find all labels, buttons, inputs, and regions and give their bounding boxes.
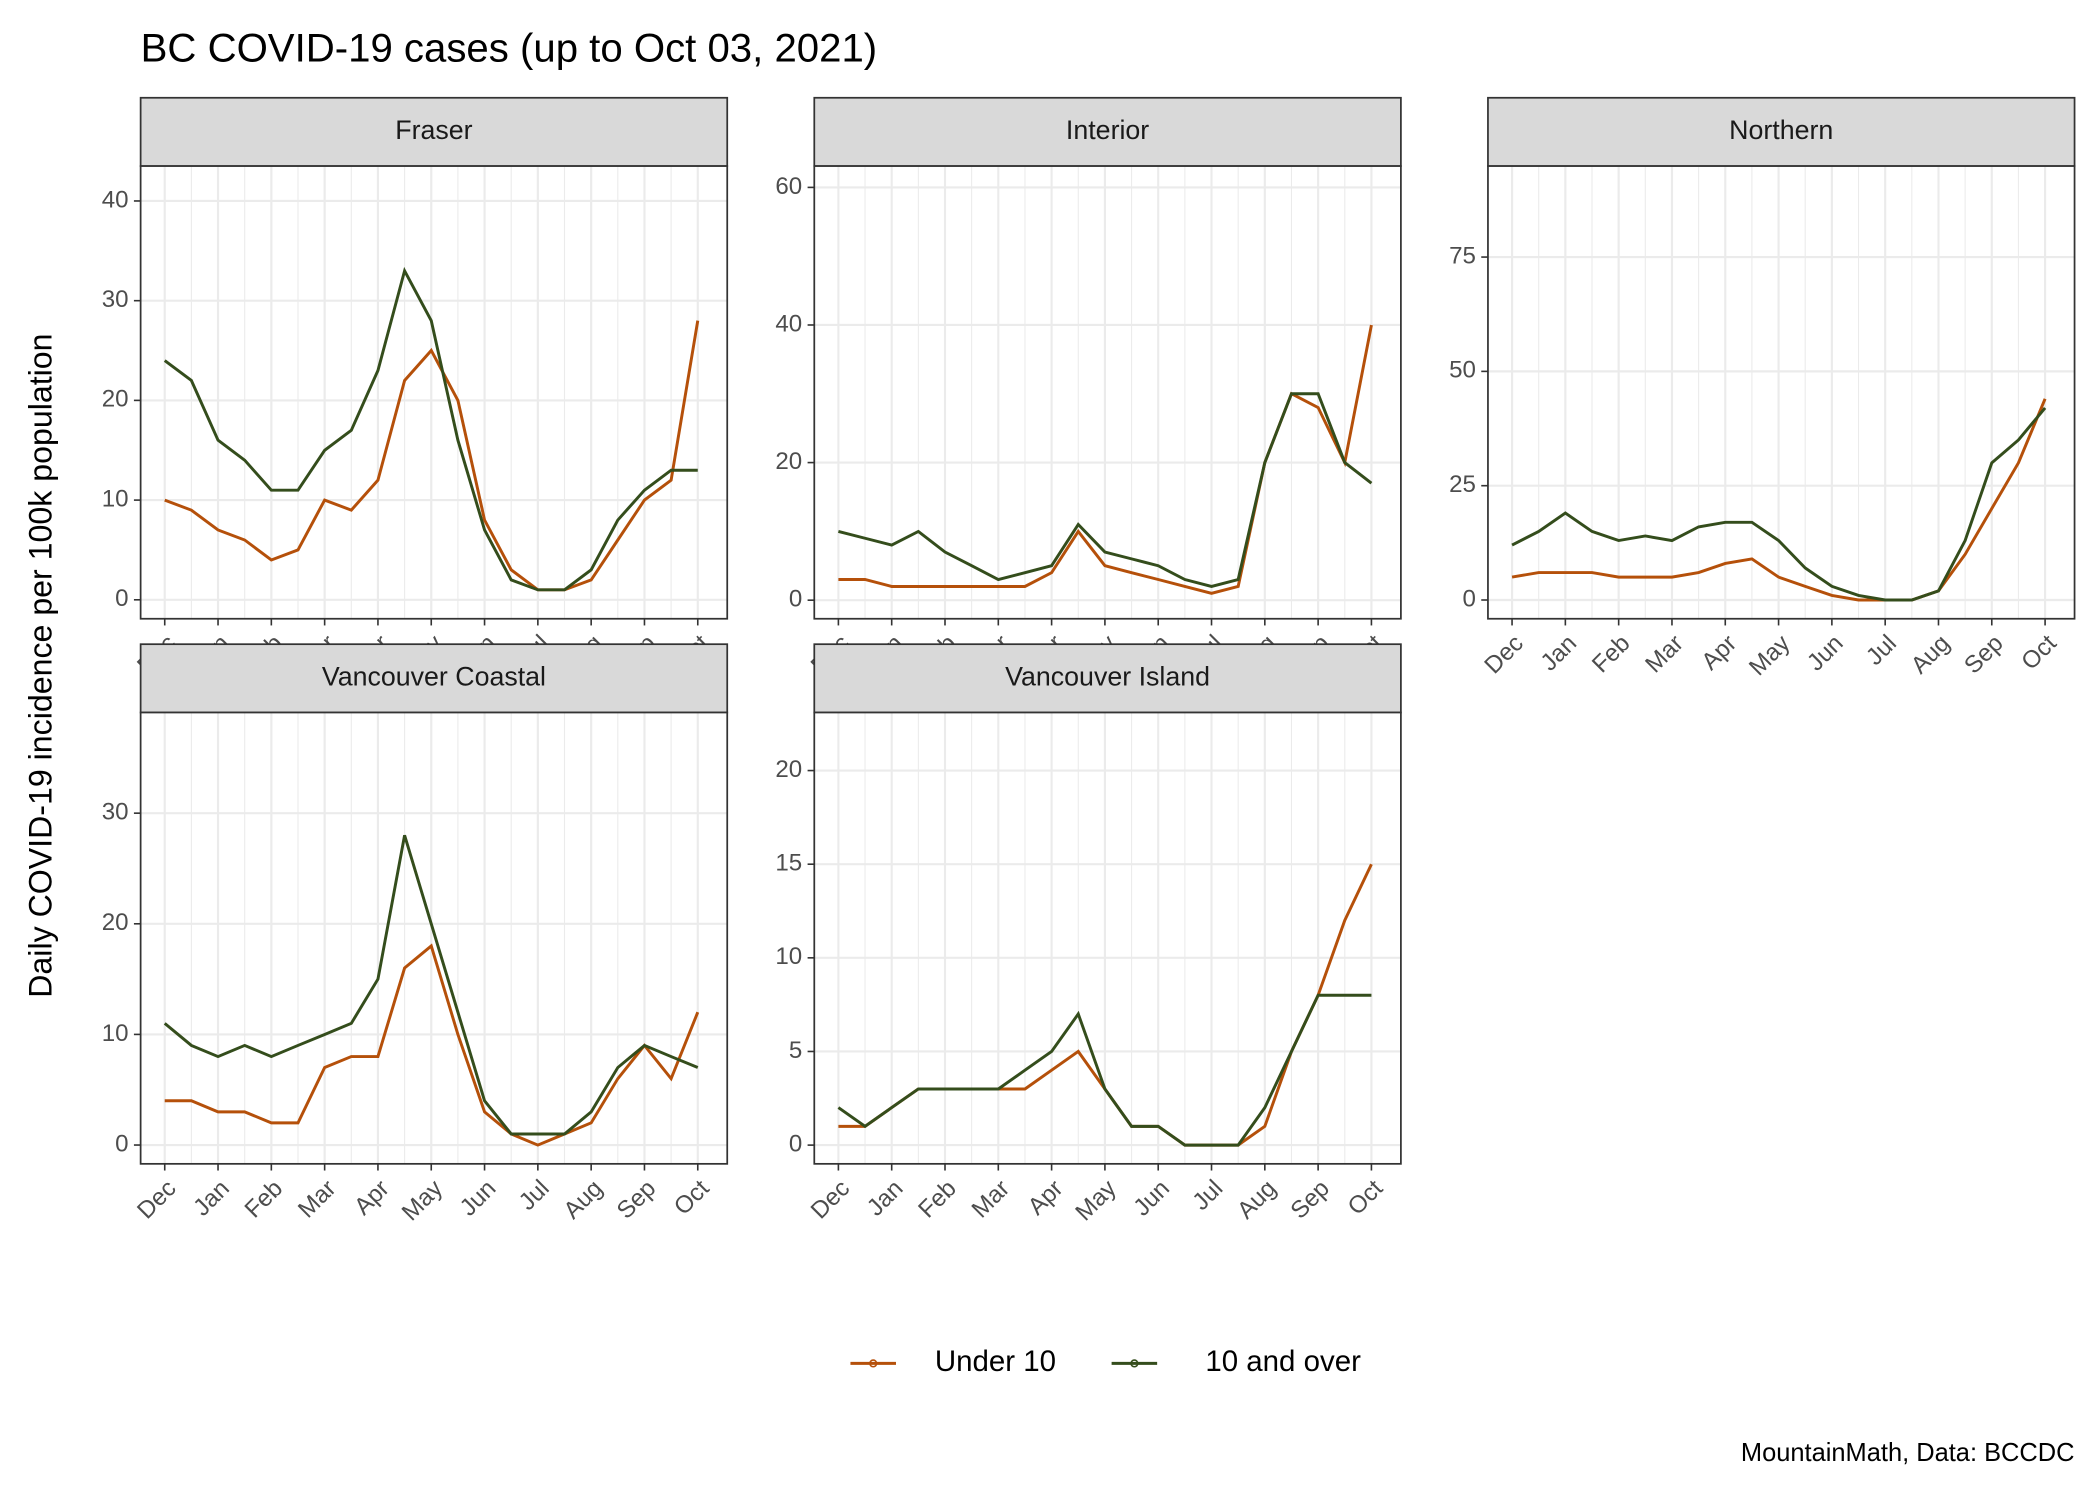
y-tick-label: 30 — [102, 286, 129, 313]
panel-title: Vancouver Coastal — [322, 661, 546, 691]
series-line — [1511, 398, 2047, 602]
panel-border — [813, 165, 1402, 620]
strip — [139, 96, 729, 167]
plot-area — [140, 166, 728, 619]
panel-title: Interior — [1066, 115, 1149, 145]
y-tick-label: 20 — [775, 448, 802, 475]
legend-key-point — [869, 1359, 878, 1368]
strip — [1487, 96, 2076, 167]
y-tick-label: 20 — [102, 386, 129, 413]
panel-title: Northern — [1729, 115, 1833, 145]
y-tick-label: 0 — [789, 586, 802, 613]
y-tick-label: 75 — [1449, 242, 1476, 269]
y-tick-label: 50 — [1449, 357, 1476, 384]
legend-label: 10 and over — [1205, 1345, 1361, 1378]
plot-area — [140, 712, 728, 1164]
strip — [813, 96, 1402, 167]
series-line — [163, 266, 698, 592]
y-tick-label: 0 — [115, 585, 128, 612]
y-tick-label: 15 — [775, 850, 802, 877]
panel-title: Fraser — [395, 115, 472, 145]
y-tick-label: 10 — [775, 943, 802, 970]
y-tick-label: 10 — [102, 485, 129, 512]
panel-border — [1487, 165, 2076, 620]
panel-border — [139, 711, 729, 1165]
strip — [139, 643, 729, 714]
legend-key-point — [1130, 1359, 1139, 1368]
chart-title: BC COVID-19 cases (up to Oct 03, 2021) — [141, 26, 878, 71]
series-line — [837, 993, 1372, 1147]
series-line — [163, 834, 699, 1136]
series-line — [164, 943, 700, 1147]
plot-area — [1487, 166, 2075, 619]
y-tick-label: 40 — [775, 310, 802, 337]
strip — [813, 643, 1402, 714]
y-tick-label: 0 — [115, 1130, 128, 1157]
y-tick-label: 60 — [775, 173, 802, 200]
y-axis-title: Daily COVID-19 incidence per 100k popula… — [22, 333, 58, 997]
plot-area — [814, 712, 1401, 1164]
panel-border — [813, 711, 1402, 1165]
series-line — [164, 320, 700, 592]
y-tick-label: 20 — [775, 756, 802, 783]
series-line — [1511, 407, 2047, 602]
y-tick-label: 25 — [1449, 471, 1476, 498]
y-tick-label: 5 — [789, 1037, 802, 1064]
panel-border — [139, 165, 729, 620]
y-tick-label: 0 — [789, 1130, 802, 1157]
panel-title: Vancouver Island — [1005, 661, 1210, 691]
y-tick-label: 20 — [102, 909, 129, 936]
y-tick-label: 0 — [1462, 585, 1475, 612]
legend-label: Under 10 — [935, 1345, 1056, 1378]
series-line — [838, 392, 1373, 588]
y-tick-label: 30 — [102, 799, 129, 826]
y-tick-label: 10 — [102, 1020, 129, 1047]
caption: MountainMath, Data: BCCDC — [1741, 1439, 2075, 1467]
y-tick-label: 40 — [102, 186, 129, 213]
